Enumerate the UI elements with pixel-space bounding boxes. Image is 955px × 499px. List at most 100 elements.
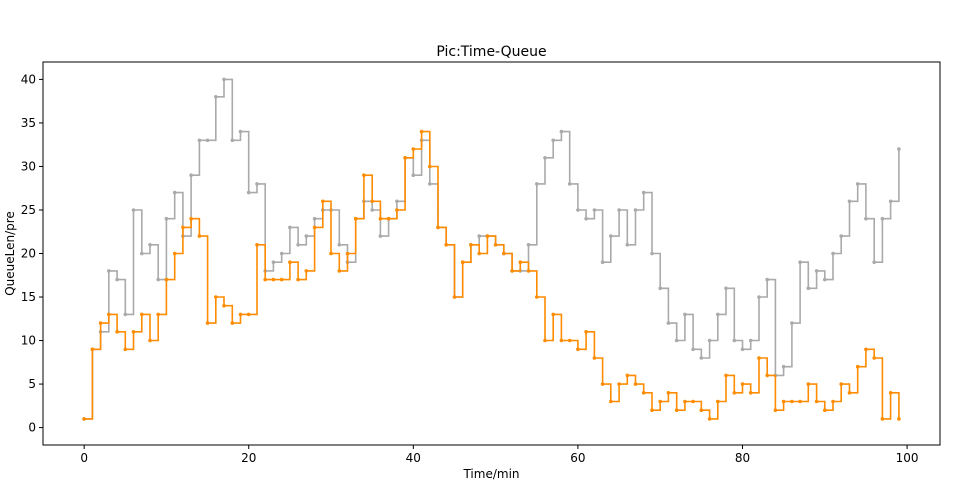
series-1-point [353,216,358,221]
y-tick-label: 35 [21,116,36,130]
series-1-point [872,356,876,360]
series-0-point [600,260,605,265]
series-0-point [757,295,761,299]
series-0-point [378,234,383,238]
series-0-point [748,338,753,343]
series-1-point [428,164,432,169]
series-1-point [386,216,391,221]
series-1-point [288,260,292,265]
series-0-point [279,251,284,256]
series-0-point [625,243,630,247]
series-1-point [551,312,555,317]
series-1-point [370,199,375,204]
series-0-point [658,286,662,291]
series-0-point [839,234,843,238]
series-0-point [872,260,876,265]
series-1-point [312,225,317,230]
x-tick-label: 40 [406,451,421,465]
y-tick-label: 20 [21,247,36,261]
series-1-point [230,321,235,325]
chart-title: Pic:Time-Queue [436,44,546,60]
series-1-point [518,260,523,265]
series-1-point [559,338,564,343]
series-0-point [164,216,169,221]
series-0-point [107,269,111,273]
series-1-point [337,269,342,273]
series-1-point [641,391,646,395]
series-1-point [683,399,687,404]
series-0-point [131,208,136,212]
series-1-point [823,408,827,413]
series-0-point [551,138,555,143]
series-1-point [897,417,901,421]
series-0-point [559,129,564,134]
series-0-point [535,182,539,186]
series-0-point [855,182,860,186]
series-1-point [773,408,778,413]
series-1-point [205,321,210,325]
y-tick-label: 5 [28,377,36,391]
series-0-point [666,321,671,325]
series-1-point [123,347,128,352]
series-1-point [460,260,465,265]
series-1-point [214,295,218,299]
series-0-point [395,199,399,204]
series-1-point [880,417,885,421]
series-1-point [888,391,893,395]
series-1-point [436,225,440,230]
series-1-point [395,208,399,212]
series-1-point [526,269,531,273]
series-1-point [757,356,761,360]
series-1-point [279,277,284,282]
series-1-point [707,417,712,421]
plot-area [82,77,901,421]
series-0-point [222,77,226,82]
series-1-point [131,330,136,334]
series-1-point [839,382,843,386]
series-1-point [625,373,630,378]
series-0-point [716,312,720,317]
series-0-point [781,364,786,369]
series-1-point [181,225,185,230]
series-0-point [156,277,160,282]
series-1-point [411,147,416,151]
series-1-point [403,156,407,160]
series-0-point [288,225,292,230]
series-1-point [814,399,819,404]
series-1-point [82,417,86,421]
series-1-point [543,338,547,343]
series-0-point [271,260,276,265]
series-0-point [592,208,597,212]
series-1-point [419,129,424,134]
x-tick-label: 80 [735,451,750,465]
series-0-point [740,347,745,352]
series-1-point [263,277,268,282]
series-1-point [469,243,473,247]
series-1-point [650,408,654,413]
series-0-point [148,243,152,247]
series-0-point [691,347,695,352]
series-0-point [304,234,309,238]
series-1-point [502,251,506,256]
series-0-point [230,138,235,143]
y-tick-label: 25 [21,203,36,217]
series-1 [82,129,901,421]
series-0-point [428,182,432,186]
series-0-point [641,190,646,195]
series-0-point [337,243,342,247]
x-axis: 0 20 40 60 80 100 [80,445,919,465]
series-1-point [197,234,202,238]
series-1-point [164,277,169,282]
series-1-point [732,391,737,395]
x-axis-label: Time/min [462,467,519,481]
series-1-point [617,382,621,386]
y-tick-label: 30 [21,159,36,173]
series-0 [82,77,901,421]
series-1-point [345,251,350,256]
series-0-point [798,260,802,265]
series-1-point [781,399,786,404]
series-1-point [222,303,226,308]
series-0-point [140,251,144,256]
y-tick-label: 15 [21,290,36,304]
series-1-point [140,312,144,317]
